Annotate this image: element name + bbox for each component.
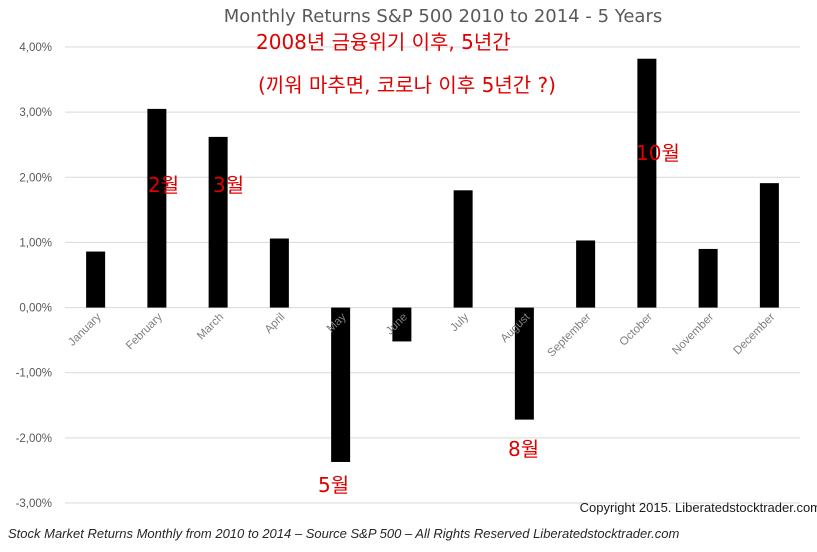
x-label-november: November xyxy=(670,311,716,357)
bar-april xyxy=(269,238,289,308)
x-label-april: April xyxy=(263,311,288,336)
y-tick-label: 2,00% xyxy=(19,172,52,184)
annotation-august: 8월 xyxy=(508,437,539,461)
bar-june xyxy=(392,307,412,342)
copyright-text: Copyright 2015. Liberatedstocktrader.com xyxy=(580,500,817,515)
x-label-july: July xyxy=(448,311,471,334)
bar-august xyxy=(514,307,534,420)
y-tick-label: 4,00% xyxy=(19,42,52,54)
y-tick-label: 1,00% xyxy=(19,237,52,249)
annotation-february: 2월 xyxy=(148,173,179,197)
x-label-january: January xyxy=(66,311,104,349)
y-tick-label: 3,00% xyxy=(19,107,52,119)
figure-caption: Stock Market Returns Monthly from 2010 t… xyxy=(8,526,680,541)
bar-july xyxy=(453,190,473,308)
bar-december xyxy=(759,183,779,308)
annotation-subline: (끼워 마추면, 코로나 이후 5년간 ?) xyxy=(258,73,556,97)
bar-october xyxy=(637,58,657,308)
bar-january xyxy=(86,251,106,308)
x-label-march: March xyxy=(195,311,226,342)
bar-february xyxy=(147,108,167,308)
y-tick-label: 0,00% xyxy=(19,303,52,315)
x-label-february: February xyxy=(124,311,165,352)
bar-may xyxy=(331,307,351,462)
annotation-headline: 2008년 금융위기 이후, 5년간 xyxy=(256,30,511,54)
bar-september xyxy=(576,240,596,308)
bar-november xyxy=(698,248,718,308)
y-tick-label: -2,00% xyxy=(16,433,52,445)
annotation-march: 3월 xyxy=(213,173,244,197)
y-tick-label: -1,00% xyxy=(16,368,52,380)
x-label-december: December xyxy=(731,311,777,357)
y-axis-ticks: 4,00% 3,00% 2,00% 1,00% 0,00% -1,00% -2,00% -3,… xyxy=(16,42,52,510)
bar-march xyxy=(208,136,228,308)
gridlines xyxy=(65,46,800,504)
chart-title: Monthly Returns S&P 500 2010 to 2014 - 5… xyxy=(224,6,662,27)
annotation-may: 5월 xyxy=(318,473,349,497)
annotation-october: 10월 xyxy=(636,141,680,165)
y-tick-label: -3,00% xyxy=(16,498,52,510)
x-label-october: October xyxy=(618,311,656,349)
x-label-september: September xyxy=(545,311,593,359)
x-axis-labels: January February March April May June July Augu… xyxy=(66,311,777,360)
bars xyxy=(86,58,779,462)
